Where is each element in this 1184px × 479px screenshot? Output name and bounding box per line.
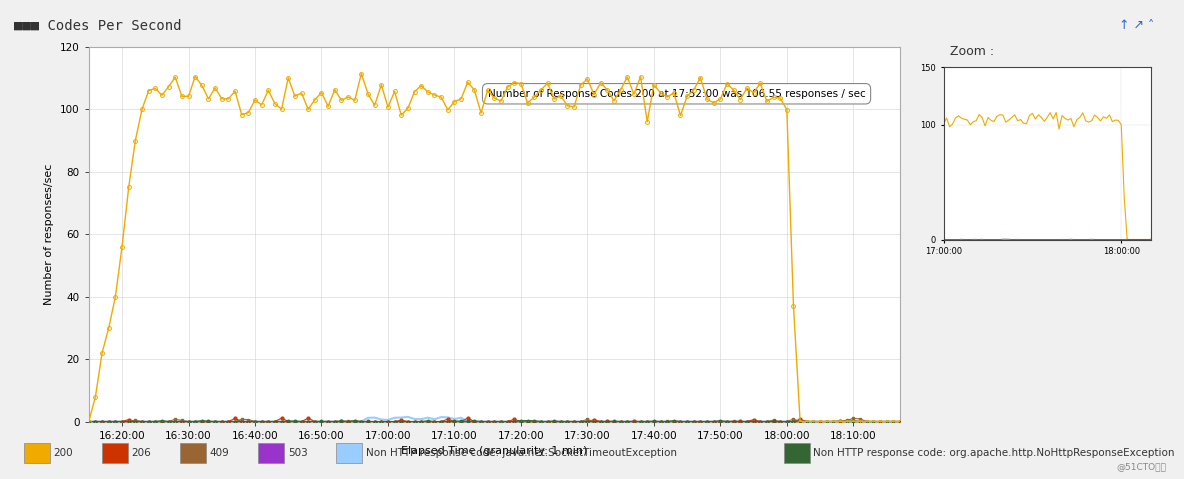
Text: Non HTTP response code: java.net.SocketTimeoutException: Non HTTP response code: java.net.SocketT…	[366, 448, 677, 457]
Bar	[336, 443, 362, 463]
Text: 206: 206	[131, 448, 152, 457]
Bar	[258, 443, 284, 463]
Text: Non HTTP response code: org.apache.http.NoHttpResponseException: Non HTTP response code: org.apache.http.…	[813, 448, 1175, 457]
Bar	[102, 443, 128, 463]
Bar	[24, 443, 50, 463]
Bar	[784, 443, 810, 463]
Text: @51CTO博客: @51CTO博客	[1117, 462, 1166, 471]
Text: 503: 503	[288, 448, 308, 457]
Text: Zoom :: Zoom :	[950, 45, 993, 58]
Text: 200: 200	[53, 448, 73, 457]
Text: Number of Response Codes 200 at 17:52:00 was 106.55 responses / sec: Number of Response Codes 200 at 17:52:00…	[488, 89, 866, 99]
Text: ■■■ Codes Per Second: ■■■ Codes Per Second	[14, 18, 181, 32]
Y-axis label: Number of responses/sec: Number of responses/sec	[45, 163, 54, 305]
X-axis label: Elapsed Time (granularity: 1 min): Elapsed Time (granularity: 1 min)	[401, 446, 587, 456]
Text: ↑ ↗ ˄: ↑ ↗ ˄	[1119, 19, 1154, 32]
Bar	[180, 443, 206, 463]
Text: 409: 409	[210, 448, 230, 457]
